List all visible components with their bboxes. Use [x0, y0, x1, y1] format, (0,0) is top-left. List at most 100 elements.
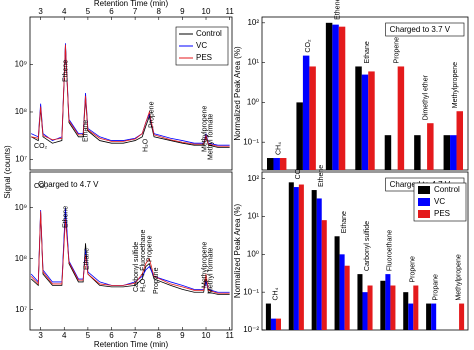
- bar: [309, 66, 316, 170]
- y-tick-label: 10²: [247, 18, 259, 27]
- category-label: CO₂: [295, 166, 302, 180]
- bar: [270, 318, 276, 330]
- bar: [293, 187, 299, 330]
- bar: [390, 285, 396, 330]
- bar: [413, 285, 419, 330]
- y-tick-label: 10⁰: [247, 98, 259, 107]
- bar: [443, 135, 451, 170]
- bar: [265, 303, 271, 330]
- legend-label: VC: [434, 197, 445, 206]
- x-tick-label: 9: [180, 331, 185, 340]
- y-tick-label: 10²: [247, 174, 259, 183]
- category-label: Fluoroethane: [387, 230, 394, 271]
- bar: [459, 303, 465, 330]
- legend-label: Control: [434, 185, 460, 194]
- y-axis-label: Normalized Peak Area (%): [233, 46, 242, 141]
- y-tick-label: 10⁹: [15, 60, 27, 69]
- y-tick-label: 10⁷: [15, 155, 27, 164]
- y-tick-label: 10¹: [247, 212, 259, 221]
- legend-label: PES: [196, 53, 212, 62]
- bar: [316, 198, 322, 330]
- category-label: CH₄: [276, 142, 283, 155]
- category-label: CO₂: [305, 39, 312, 53]
- bar: [403, 292, 409, 330]
- bar: [267, 158, 274, 170]
- category-label: Methylpropene: [455, 254, 462, 300]
- x-tick-label: 5: [86, 7, 91, 16]
- peak-label: Ethene: [62, 60, 69, 82]
- line-series: [30, 211, 230, 294]
- bar: [325, 22, 333, 170]
- bar: [427, 123, 434, 170]
- x-tick-label: 11: [225, 331, 234, 340]
- category-label: Ethene: [318, 165, 325, 187]
- peak-label: Propene: [147, 235, 154, 262]
- legend-swatch: [418, 186, 430, 194]
- bar: [426, 303, 432, 330]
- bar: [339, 254, 345, 330]
- legend-swatch: [418, 210, 430, 218]
- category-label: CH₄: [272, 287, 279, 300]
- x-tick-label: 10: [202, 331, 211, 340]
- x-tick-label: 9: [180, 7, 185, 16]
- peak-label: Methyl formate: [208, 248, 215, 294]
- bar: [380, 280, 386, 330]
- bar: [384, 135, 392, 170]
- legend-label: Control: [196, 29, 222, 38]
- x-tick-label: 7: [133, 7, 138, 16]
- peak-label: H₂O: [143, 138, 150, 152]
- category-label: Methylpropene: [452, 62, 459, 108]
- x-tick-label: 5: [86, 331, 91, 340]
- x-tick-label: 6: [109, 7, 114, 16]
- x-tick-label: 8: [157, 331, 162, 340]
- note-box: [385, 22, 465, 37]
- note-box: [34, 178, 113, 191]
- x-tick-label: 11: [225, 7, 234, 16]
- x-tick-label: 3: [38, 331, 43, 340]
- category-label: Ethene: [334, 0, 341, 20]
- peak-label: H₂O + Fluoroethane: [140, 229, 147, 292]
- y-axis-label: Signal (counts): [3, 145, 12, 199]
- x-tick-label: 4: [62, 331, 67, 340]
- bar: [355, 66, 362, 170]
- x-tick-label: 8: [157, 7, 162, 16]
- x-tick-label: 4: [62, 7, 67, 16]
- category-label: Carbonyl sulfide: [364, 221, 371, 271]
- x-tick-label: 7: [133, 331, 138, 340]
- series-group: [30, 207, 230, 295]
- bar: [344, 265, 350, 330]
- note: Charged to 3.7 V: [390, 25, 451, 34]
- bar: [357, 274, 363, 330]
- bar: [362, 292, 368, 330]
- line-series: [30, 45, 230, 148]
- peak-label: Propene: [149, 101, 156, 128]
- line-series: [31, 44, 230, 147]
- peak-label: Methylpropene: [202, 106, 209, 152]
- bar: [397, 66, 405, 170]
- bar: [273, 158, 280, 170]
- peak-label: Ethane: [84, 248, 91, 270]
- bar: [367, 285, 373, 330]
- category-label: Ethane: [341, 211, 348, 233]
- x-tick-label: 6: [109, 331, 114, 340]
- bar: [408, 303, 414, 330]
- category-label: Propane: [433, 274, 440, 301]
- category-label: Ethane: [364, 41, 371, 63]
- y-tick-label: 10¹: [247, 58, 259, 67]
- line-series: [30, 209, 230, 295]
- bar: [385, 274, 391, 330]
- x-tick-label: 3: [38, 7, 43, 16]
- bar: [296, 102, 303, 170]
- y-tick-label: 10⁻¹: [243, 287, 259, 296]
- bar: [279, 158, 287, 170]
- series-group: [30, 43, 230, 148]
- peak-label: Propane: [153, 267, 160, 294]
- x-axis-label: Retention Time (min): [94, 340, 169, 349]
- bar: [288, 182, 294, 330]
- bar: [298, 184, 304, 330]
- y-axis-label: Normalized Peak Area (%): [233, 204, 242, 299]
- category-label: Propene: [393, 37, 400, 64]
- legend-swatch: [418, 198, 430, 206]
- x-axis-label: Retention Time (min): [94, 0, 169, 8]
